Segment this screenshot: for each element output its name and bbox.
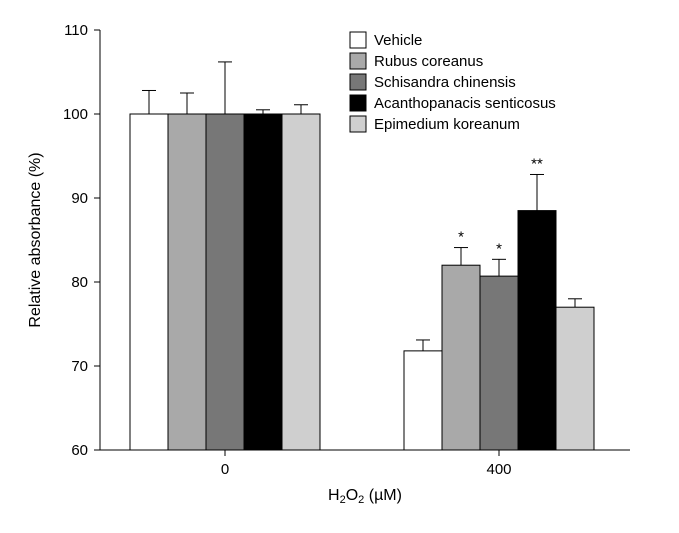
y-tick-label: 60	[71, 442, 88, 459]
y-tick-label: 70	[71, 358, 88, 375]
legend-swatch	[350, 53, 366, 69]
bar	[556, 307, 594, 450]
bar	[168, 114, 206, 450]
x-tick-label: 0	[221, 461, 229, 478]
significance-label: *	[496, 240, 502, 257]
y-tick-label: 80	[71, 274, 88, 291]
bar	[518, 211, 556, 450]
legend-label: Rubus coreanus	[374, 53, 483, 70]
legend-label: Schisandra chinensis	[374, 74, 516, 91]
significance-label: **	[531, 155, 543, 172]
bar	[404, 351, 442, 450]
bar	[282, 114, 320, 450]
bar	[480, 276, 518, 450]
legend-swatch	[350, 95, 366, 111]
chart-svg: 60708090100110Relative absorbance (%)0**…	[0, 0, 679, 528]
legend-swatch	[350, 74, 366, 90]
bar	[130, 114, 168, 450]
bar	[244, 114, 282, 450]
legend-swatch	[350, 116, 366, 132]
legend-swatch	[350, 32, 366, 48]
x-tick-label: 400	[486, 461, 511, 478]
bar	[206, 114, 244, 450]
bar-chart: 60708090100110Relative absorbance (%)0**…	[0, 0, 679, 528]
bar	[442, 265, 480, 450]
y-tick-label: 100	[63, 106, 88, 123]
legend-label: Epimedium koreanum	[374, 116, 520, 133]
legend-label: Acanthopanacis senticosus	[374, 95, 556, 112]
y-tick-label: 110	[64, 22, 88, 39]
legend-label: Vehicle	[374, 32, 422, 49]
y-axis-title: Relative absorbance (%)	[27, 152, 44, 327]
significance-label: *	[458, 229, 464, 246]
x-axis-title: H2O2 (µM)	[328, 487, 402, 506]
y-tick-label: 90	[71, 190, 88, 207]
